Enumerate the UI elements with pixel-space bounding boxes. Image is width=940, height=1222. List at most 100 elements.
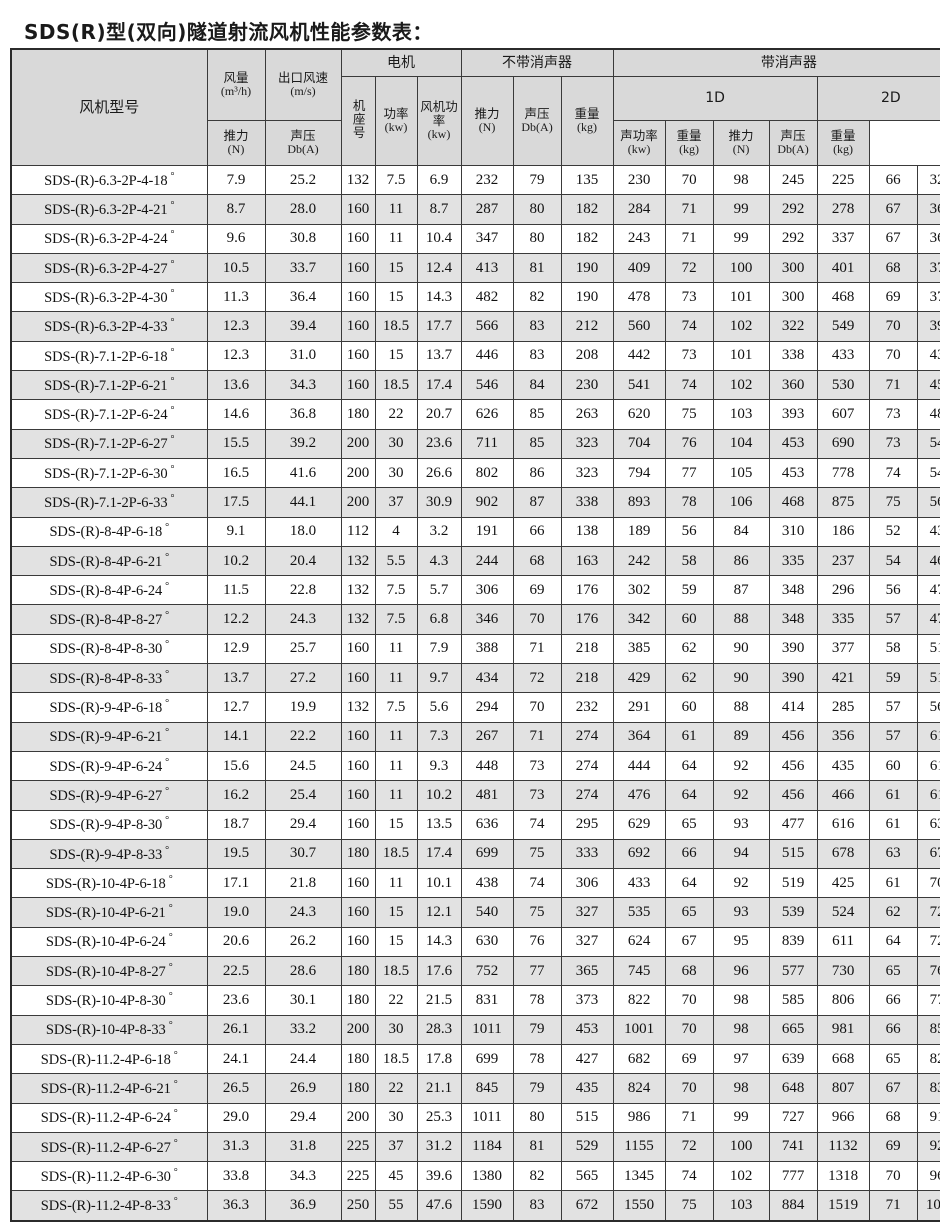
cell-1d-sound-power: 98: [712, 164, 770, 196]
cell-ns-weight: 182: [560, 194, 614, 225]
cell-ns-thrust: 191: [460, 516, 514, 547]
cell-ns-sound-pressure: 71: [512, 721, 562, 752]
cell-1d-weight: 348: [768, 604, 818, 635]
header-fan-power-unit: (kw): [427, 127, 451, 142]
table-row: SDS-(R)-11.2-4P-6-30 ° 33.8 34.3 225 45 39.6 13…: [10, 1161, 940, 1192]
cell-2d-weight: 460: [916, 545, 940, 577]
cell-outlet-speed: 33.2: [264, 1014, 342, 1045]
cell-outlet-speed: 39.4: [264, 311, 342, 342]
cell-2d-sound-pressure: 66: [868, 985, 918, 1016]
cell-frame-no: 160: [340, 340, 376, 372]
degree-symbol: °: [173, 1108, 178, 1120]
table-row: SDS-(R)-10-4P-6-18 ° 17.1 21.8 160 11 10.1 438 7…: [10, 868, 940, 899]
cell-1d-weight: 456: [768, 780, 818, 811]
cell-2d-sound-pressure: 64: [868, 926, 918, 958]
cell-ns-thrust: 287: [460, 194, 514, 225]
header-airflow: 风量 (m³/h): [206, 48, 266, 121]
cell-2d-sound-pressure: 58: [868, 633, 918, 665]
cell-airflow: 12.3: [206, 340, 266, 372]
cell-airflow: 16.5: [206, 457, 266, 489]
cell-outlet-speed: 19.9: [264, 692, 342, 723]
cell-model: SDS-(R)-7.1-2P-6-33 °: [10, 487, 208, 518]
cell-2d-sound-pressure: 59: [868, 663, 918, 694]
cell-ns-sound-pressure: 79: [512, 164, 562, 196]
cell-ns-thrust: 699: [460, 1043, 514, 1075]
cell-motor-power: 7.5: [374, 604, 418, 635]
cell-1d-weight: 338: [768, 340, 818, 372]
cell-motor-power: 45: [374, 1161, 418, 1192]
cell-frame-no: 132: [340, 692, 376, 723]
cell-outlet-speed: 20.4: [264, 545, 342, 577]
cell-ns-thrust: 1380: [460, 1161, 514, 1192]
cell-ns-sound-pressure: 75: [512, 838, 562, 870]
cell-ns-sound-pressure: 70: [512, 604, 562, 635]
cell-ns-weight: 182: [560, 223, 614, 254]
cell-1d-weight: 727: [768, 1102, 818, 1133]
cell-2d-weight: 611: [916, 721, 940, 752]
cell-ns-sound-pressure: 68: [512, 545, 562, 577]
degree-symbol: °: [170, 317, 175, 329]
cell-airflow: 9.6: [206, 223, 266, 254]
cell-fan-power: 12.1: [416, 897, 462, 928]
cell-2d-weight: 377: [916, 282, 940, 313]
cell-frame-no: 200: [340, 428, 376, 459]
cell-motor-power: 7.5: [374, 575, 418, 606]
table-row: SDS-(R)-10-4P-8-33 ° 26.1 33.2 200 30 28.3 1011…: [10, 1014, 940, 1045]
cell-ns-weight: 212: [560, 311, 614, 342]
cell-outlet-speed: 28.6: [264, 956, 342, 987]
cell-airflow: 14.1: [206, 721, 266, 752]
cell-outlet-speed: 36.8: [264, 399, 342, 430]
cell-2d-sound-pressure: 65: [868, 1043, 918, 1075]
table-row: SDS-(R)-6.3-2P-4-24 ° 9.6 30.8 160 11 10.4 347 8…: [10, 223, 940, 254]
cell-outlet-speed: 21.8: [264, 868, 342, 899]
cell-1d-weight: 456: [768, 721, 818, 752]
cell-1d-sound-pressure: 64: [664, 868, 714, 899]
header-outlet-speed-unit: (m/s): [290, 84, 316, 99]
cell-2d-sound-pressure: 70: [868, 340, 918, 372]
cell-outlet-speed: 26.9: [264, 1073, 342, 1104]
header-fan-power-label: 风机功率: [420, 98, 458, 129]
cell-1d-sound-power: 92: [712, 780, 770, 811]
cell-2d-weight: 435: [916, 516, 940, 547]
table-row: SDS-(R)-9-4P-6-18 ° 12.7 19.9 132 7.5 5.6 294 70…: [10, 692, 940, 723]
header-1d-swl-label: 声功率: [620, 127, 658, 143]
cell-2d-sound-pressure: 68: [868, 1102, 918, 1133]
cell-ns-sound-pressure: 83: [512, 311, 562, 342]
cell-airflow: 36.3: [206, 1190, 266, 1222]
cell-ns-sound-pressure: 78: [512, 985, 562, 1016]
cell-1d-sound-power: 100: [712, 252, 770, 284]
cell-1d-sound-pressure: 62: [664, 633, 714, 665]
cell-1d-weight: 453: [768, 428, 818, 459]
cell-2d-sound-pressure: 73: [868, 399, 918, 430]
cell-1d-sound-power: 99: [712, 223, 770, 254]
cell-2d-weight: 377: [916, 252, 940, 284]
cell-fan-power: 6.9: [416, 164, 462, 196]
cell-2d-sound-pressure: 61: [868, 868, 918, 899]
cell-2d-thrust: 966: [816, 1102, 870, 1133]
cell-ns-weight: 190: [560, 282, 614, 313]
degree-symbol: °: [170, 463, 175, 475]
cell-ns-weight: 163: [560, 545, 614, 577]
page-title: SDS(R)型(双向)隧道射流风机性能参数表：: [24, 20, 433, 44]
cell-airflow: 15.5: [206, 428, 266, 459]
cell-1d-thrust: 433: [612, 868, 666, 899]
cell-1d-thrust: 629: [612, 809, 666, 840]
cell-model: SDS-(R)-10-4P-6-21 °: [10, 897, 208, 928]
fan-performance-table: 风机型号 风量 (m³/h) 出口风速 (m/s) 电机 不带消声器 带消声器 …: [10, 48, 940, 1222]
cell-2d-thrust: 616: [816, 809, 870, 840]
cell-ns-sound-pressure: 81: [512, 1131, 562, 1163]
table-row: SDS-(R)-6.3-2P-4-30 ° 11.3 36.4 160 15 14.3 482…: [10, 282, 940, 313]
cell-ns-sound-pressure: 69: [512, 575, 562, 606]
cell-motor-power: 11: [374, 868, 418, 899]
cell-2d-thrust: 778: [816, 457, 870, 489]
cell-ns-weight: 323: [560, 428, 614, 459]
cell-ns-thrust: 1011: [460, 1014, 514, 1045]
cell-1d-sound-pressure: 64: [664, 750, 714, 782]
degree-symbol: °: [170, 200, 175, 212]
cell-airflow: 13.7: [206, 663, 266, 694]
cell-fan-power: 10.1: [416, 868, 462, 899]
cell-1d-sound-power: 98: [712, 1073, 770, 1104]
cell-1d-sound-pressure: 72: [664, 252, 714, 284]
cell-1d-weight: 300: [768, 282, 818, 313]
cell-1d-weight: 585: [768, 985, 818, 1016]
